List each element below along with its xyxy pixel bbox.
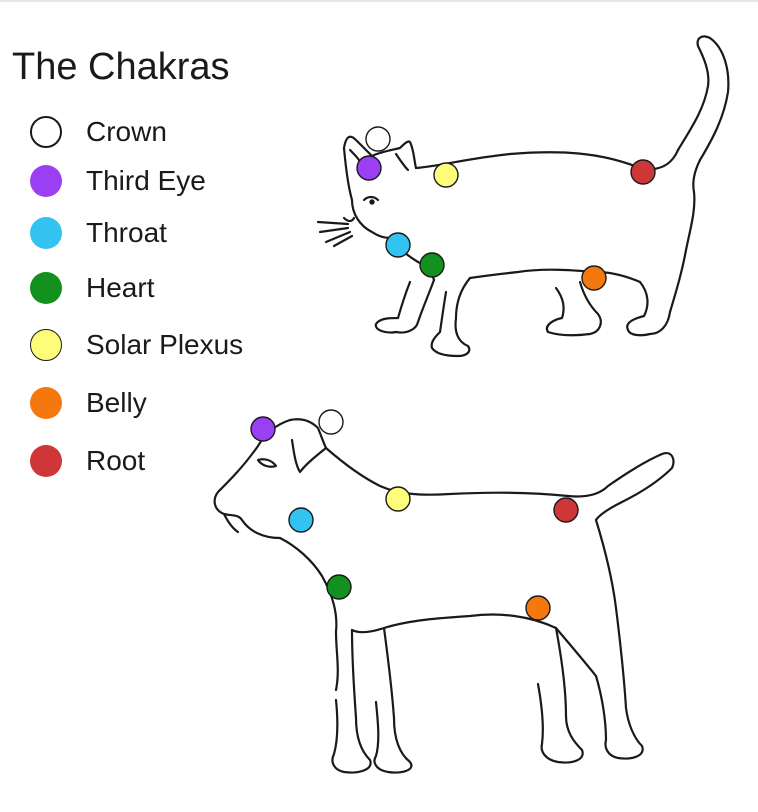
- dog-outline: [213, 418, 675, 774]
- legend-label-heart: Heart: [86, 272, 155, 303]
- legend-item-throat: Throat: [30, 216, 167, 250]
- legend-label-solar-plexus: Solar Plexus: [86, 329, 244, 360]
- dog-heart-dot: [326, 574, 352, 600]
- legend-item-root: Root: [30, 444, 145, 478]
- top-border: [0, 0, 758, 2]
- legend-label-throat: Throat: [86, 217, 167, 248]
- legend-label-crown: Crown: [86, 116, 167, 147]
- legend-label-belly: Belly: [86, 387, 147, 418]
- dog-root-dot: [553, 497, 579, 523]
- legend-item-solar-plexus: Solar Plexus: [30, 328, 243, 362]
- heart-swatch: [30, 272, 62, 304]
- cat-crown-dot: [365, 126, 391, 152]
- cat-solar-plexus-dot: [433, 162, 459, 188]
- root-swatch: [30, 445, 62, 477]
- third-eye-swatch: [30, 165, 62, 197]
- cat-third-eye-dot: [356, 155, 382, 181]
- solar-plexus-swatch: [30, 329, 62, 361]
- cat-throat-dot: [385, 232, 411, 258]
- dog-solar-plexus-dot: [385, 486, 411, 512]
- cat-chakra-dots: [356, 126, 656, 291]
- cat-root-dot: [630, 159, 656, 185]
- crown-swatch: [30, 116, 62, 148]
- belly-swatch: [30, 387, 62, 419]
- dog-third-eye-dot: [250, 416, 276, 442]
- legend-item-heart: Heart: [30, 271, 154, 305]
- cat-belly-dot: [581, 265, 607, 291]
- dog-chakra-dots: [250, 409, 579, 621]
- diagram-title: The Chakras: [12, 46, 230, 88]
- cat-heart-dot: [419, 252, 445, 278]
- legend-item-crown: Crown: [30, 115, 167, 149]
- legend-label-third-eye: Third Eye: [86, 165, 206, 196]
- throat-swatch: [30, 217, 62, 249]
- legend-item-belly: Belly: [30, 386, 147, 420]
- cat-outline: [316, 35, 730, 358]
- legend-label-root: Root: [86, 445, 146, 476]
- dog-crown-dot: [318, 409, 344, 435]
- dog-throat-dot: [288, 507, 314, 533]
- dog-belly-dot: [525, 595, 551, 621]
- legend-item-third-eye: Third Eye: [30, 164, 206, 198]
